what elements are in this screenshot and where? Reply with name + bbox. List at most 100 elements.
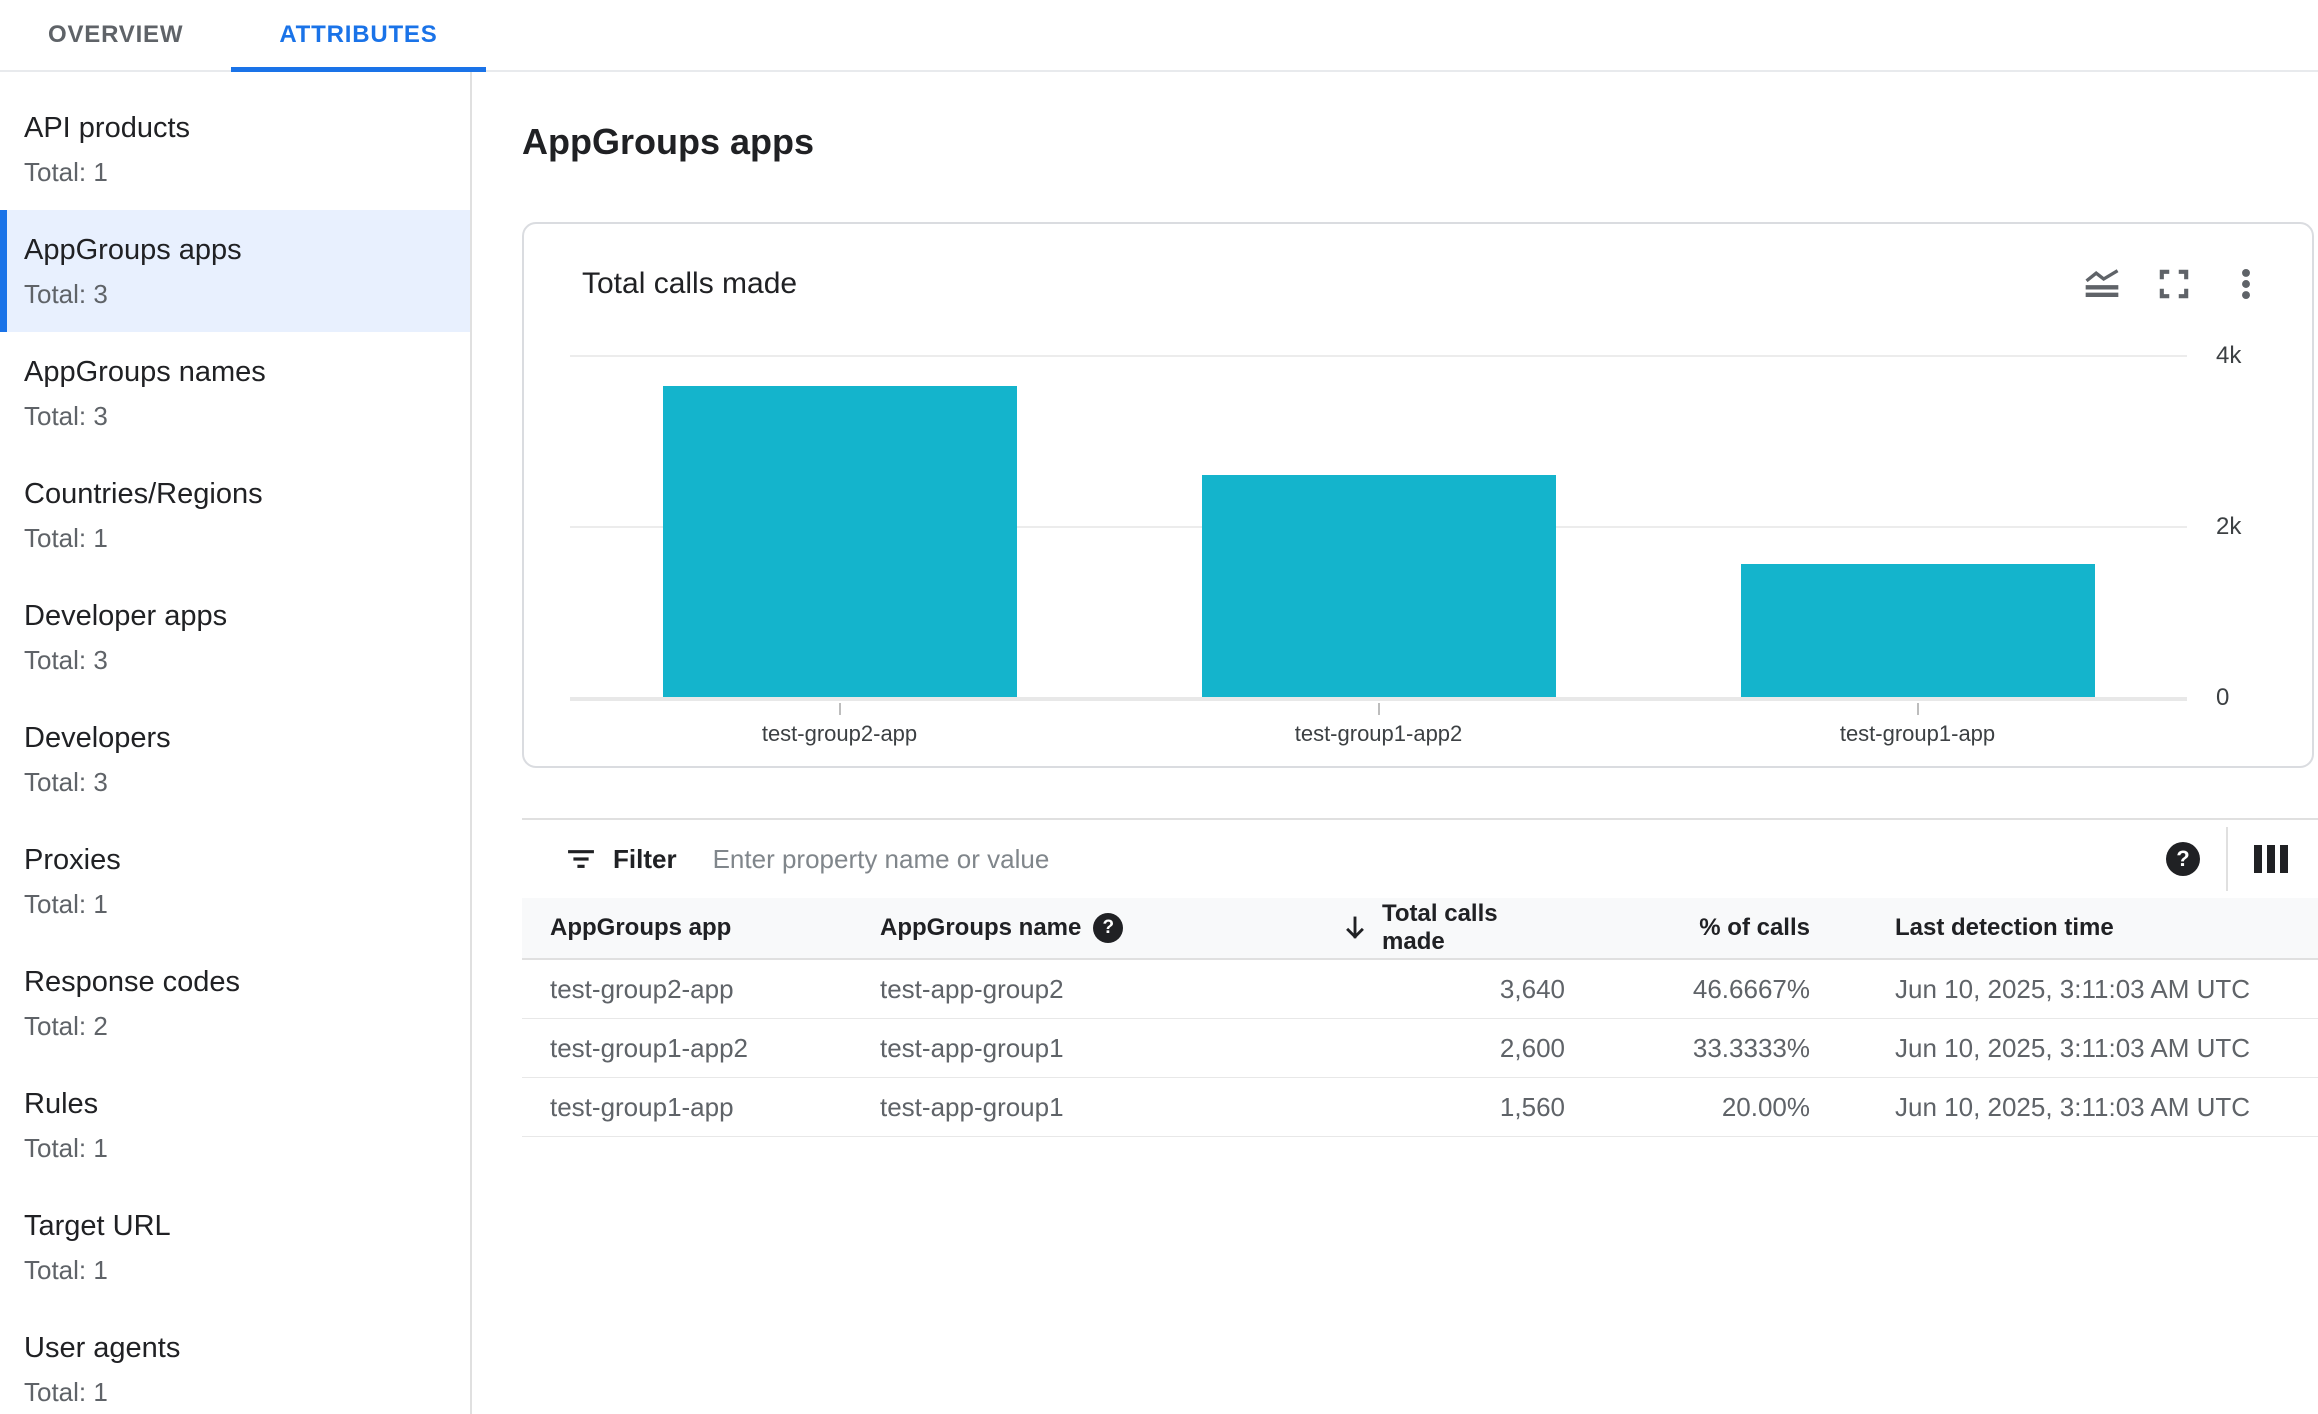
filter-bar: Filter ? <box>522 818 2318 898</box>
sort-desc-icon <box>1340 913 1370 943</box>
x-axis-label: test-group1-app2 <box>1294 721 1463 746</box>
cell-app: test-group1-app2 <box>550 1032 749 1063</box>
table-row[interactable]: test-group1-app test-app-group1 1,560 20.00… <box>522 1078 2318 1137</box>
sidebar-item-proxies[interactable]: Proxies Total: 1 <box>0 820 470 942</box>
x-axis-tick <box>1377 703 1380 715</box>
sidebar-item-target-url[interactable]: Target URL Total: 1 <box>0 1186 470 1308</box>
sidebar-item-rules[interactable]: Rules Total: 1 <box>0 1064 470 1186</box>
sidebar-item-total: Total: 1 <box>24 1255 108 1285</box>
sidebar-item-total: Total: 3 <box>24 279 108 309</box>
chart-toolbar <box>2080 262 2268 306</box>
column-help-icon[interactable]: ? <box>1093 913 1124 943</box>
column-header-label: AppGroups app <box>550 914 732 941</box>
gridline-4k <box>570 355 2187 357</box>
sidebar-item-total: Total: 1 <box>24 523 108 553</box>
bar-test-group2-app[interactable] <box>662 385 1017 697</box>
cell-app: test-group1-app <box>550 1091 734 1122</box>
cell-calls: 1,560 <box>1499 1091 1565 1122</box>
sidebar-item-label: AppGroups names <box>24 356 266 388</box>
cell-calls: 2,600 <box>1499 1032 1565 1063</box>
y-axis-label: 2k <box>2216 513 2242 540</box>
sidebar-item-total: Total: 3 <box>24 767 108 797</box>
chart-card: 4k 2k 0 test-group2-app test-group1-app2 test… <box>522 222 2314 768</box>
column-header-total-calls-made[interactable]: Total calls made <box>1340 900 1565 956</box>
sidebar-item-label: API products <box>24 112 191 144</box>
x-axis-label: test-group1-app <box>1839 721 1996 746</box>
column-header-last-detection-time[interactable]: Last detection time <box>1810 914 2318 942</box>
sidebar-item-user-agents[interactable]: User agents Total: 1 <box>0 1308 470 1414</box>
table-body: test-group2-app test-app-group2 3,640 46.66… <box>522 960 2318 1137</box>
sidebar-item-label: Countries/Regions <box>24 478 263 510</box>
cell-name: test-app-group2 <box>880 973 1064 1004</box>
sidebar-item-appgroups-apps[interactable]: AppGroups apps Total: 3 <box>0 210 470 332</box>
y-axis-label: 4k <box>2216 342 2242 369</box>
x-axis-label: test-group2-app <box>761 721 918 746</box>
column-settings-icon[interactable] <box>2254 845 2288 873</box>
cell-time: Jun 10, 2025, 3:11:03 AM UTC <box>1895 973 2251 1004</box>
column-header-appgroups-name[interactable]: AppGroups name? <box>880 913 1340 943</box>
tab-label: OVERVIEW <box>48 21 184 48</box>
x-axis-tick <box>838 703 841 715</box>
tab-attributes[interactable]: ATTRIBUTES <box>231 0 486 72</box>
sidebar-item-countries-regions[interactable]: Countries/Regions Total: 1 <box>0 454 470 576</box>
sidebar-item-response-codes[interactable]: Response codes Total: 2 <box>0 942 470 1064</box>
tab-bar: OVERVIEW ATTRIBUTES <box>0 0 2318 72</box>
bar-test-group1-app2[interactable] <box>1201 474 1556 697</box>
column-header-label: % of calls <box>1699 914 1810 941</box>
active-tab-underline <box>231 67 486 72</box>
attributes-sidebar: API products Total: 1 AppGroups apps Total:… <box>0 72 472 1414</box>
chart-card-header: Total calls made <box>524 224 2312 306</box>
sidebar-item-developer-apps[interactable]: Developer apps Total: 3 <box>0 576 470 698</box>
column-header-label: Total calls made <box>1382 900 1498 955</box>
sidebar-item-appgroups-names[interactable]: AppGroups names Total: 3 <box>0 332 470 454</box>
page-title: AppGroups apps <box>522 121 815 162</box>
column-header-appgroups-app[interactable]: AppGroups app <box>550 914 880 942</box>
column-header--of-calls[interactable]: % of calls <box>1565 914 1810 942</box>
bar-test-group1-app[interactable] <box>1740 563 2095 697</box>
table-header-row: AppGroups app AppGroups name? Total calls … <box>522 898 2318 960</box>
sidebar-item-api-products[interactable]: API products Total: 1 <box>0 88 470 210</box>
x-axis-tick <box>1916 703 1919 715</box>
sidebar-item-total: Total: 1 <box>24 157 108 187</box>
chart-type-icon[interactable] <box>2080 262 2124 306</box>
more-options-icon[interactable] <box>2224 262 2268 306</box>
cell-time: Jun 10, 2025, 3:11:03 AM UTC <box>1895 1091 2251 1122</box>
table-row[interactable]: test-group1-app2 test-app-group1 2,600 33.3… <box>522 1019 2318 1078</box>
table-row[interactable]: test-group2-app test-app-group2 3,640 46.66… <box>522 960 2318 1019</box>
cell-calls: 3,640 <box>1499 973 1565 1004</box>
filter-input[interactable] <box>712 843 2166 875</box>
sidebar-item-label: Developers <box>24 722 171 754</box>
sidebar-item-label: Response codes <box>24 966 241 998</box>
tab-overview[interactable]: OVERVIEW <box>0 0 231 70</box>
sidebar-item-label: AppGroups apps <box>24 234 242 266</box>
column-header-label: AppGroups name <box>880 914 1082 941</box>
sidebar-item-label: Proxies <box>24 844 121 876</box>
fullscreen-icon[interactable] <box>2152 262 2196 306</box>
filter-label: Filter <box>613 843 677 874</box>
sidebar-item-label: Rules <box>24 1088 99 1120</box>
sidebar-item-total: Total: 3 <box>24 401 108 431</box>
column-header-label: Last detection time <box>1895 914 2114 941</box>
gridline-0 <box>570 697 2187 701</box>
toolbar-divider <box>2226 827 2228 891</box>
cell-pct: 46.6667% <box>1692 973 1810 1004</box>
cell-time: Jun 10, 2025, 3:11:03 AM UTC <box>1895 1032 2251 1063</box>
main-content: AppGroups apps 4k 2k 0 test-group2-app test-… <box>474 72 2318 1414</box>
sidebar-item-label: Developer apps <box>24 600 228 632</box>
filter-help-icon[interactable]: ? <box>2166 842 2200 876</box>
cell-pct: 20.00% <box>1721 1091 1810 1122</box>
cell-name: test-app-group1 <box>880 1032 1064 1063</box>
cell-app: test-group2-app <box>550 973 734 1004</box>
sidebar-item-developers[interactable]: Developers Total: 3 <box>0 698 470 820</box>
y-axis-label: 0 <box>2216 684 2230 711</box>
tab-label: ATTRIBUTES <box>279 21 438 48</box>
sidebar-item-total: Total: 2 <box>24 1011 108 1041</box>
cell-name: test-app-group1 <box>880 1091 1064 1122</box>
filter-icon[interactable] <box>565 843 597 875</box>
sidebar-item-total: Total: 1 <box>24 1377 108 1407</box>
attribute-table-section: Filter ? AppGroups app AppGroups name? Tot… <box>522 818 2318 1137</box>
bar-chart: 4k 2k 0 test-group2-app test-group1-app2 test… <box>524 224 2312 766</box>
sidebar-item-label: Target URL <box>24 1210 171 1242</box>
sidebar-item-total: Total: 3 <box>24 645 108 675</box>
